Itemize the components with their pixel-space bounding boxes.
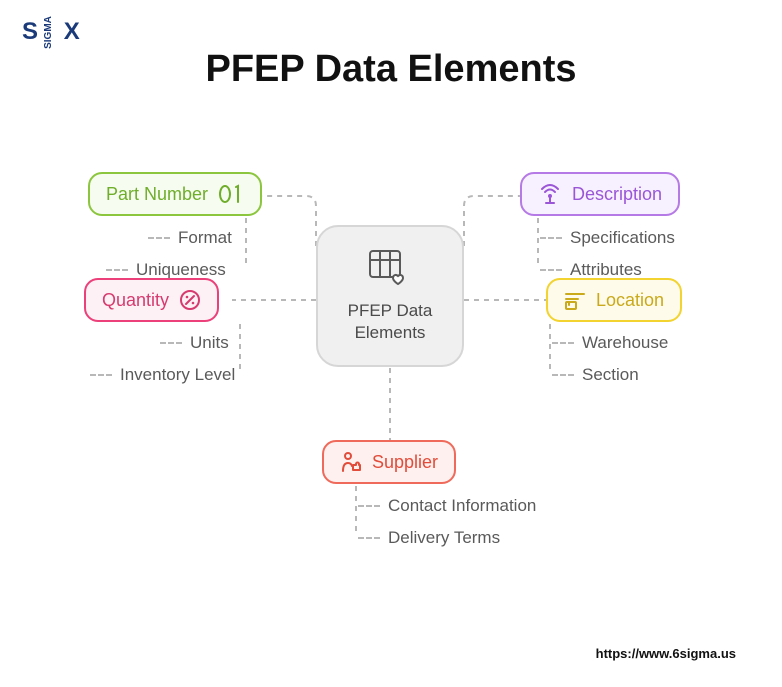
- sub-quantity-0: Units: [160, 333, 229, 353]
- logo-sigma: SIGMA: [43, 16, 54, 49]
- person-puzzle-icon: [340, 451, 362, 473]
- connector-supplier: [380, 366, 400, 442]
- sub-label: Units: [190, 333, 229, 353]
- logo-s: S: [22, 18, 37, 45]
- sub-description-1: Attributes: [540, 260, 642, 280]
- sub-location-0: Warehouse: [552, 333, 668, 353]
- sub-label: Warehouse: [582, 333, 668, 353]
- central-node: PFEP Data Elements: [316, 225, 464, 367]
- node-label: Description: [572, 184, 662, 205]
- node-label: Quantity: [102, 290, 169, 311]
- percent-circle-icon: [179, 289, 201, 311]
- node-supplier: Supplier: [322, 440, 456, 484]
- sub-connector-part-number: [236, 216, 256, 276]
- sub-supplier-0: Contact Information: [358, 496, 536, 516]
- sub-part-number-1: Uniqueness: [106, 260, 226, 280]
- node-label: Part Number: [106, 184, 208, 205]
- logo-x: X: [64, 18, 79, 45]
- sub-label: Section: [582, 365, 639, 385]
- sub-label: Delivery Terms: [388, 528, 500, 548]
- sub-location-1: Section: [552, 365, 639, 385]
- satellite-icon: [538, 183, 562, 205]
- central-label: PFEP Data Elements: [326, 300, 454, 343]
- node-label: Location: [596, 290, 664, 311]
- dash-stub: [160, 342, 182, 344]
- table-heart-icon: [368, 249, 412, 294]
- node-part-number: Part Number: [88, 172, 262, 216]
- number-01-icon: [218, 183, 244, 205]
- dash-stub: [358, 537, 380, 539]
- dash-stub: [90, 374, 112, 376]
- node-quantity: Quantity: [84, 278, 219, 322]
- sub-supplier-1: Delivery Terms: [358, 528, 500, 548]
- dash-stub: [106, 269, 128, 271]
- dash-stub: [540, 269, 562, 271]
- dash-stub: [552, 342, 574, 344]
- connector-quantity: [230, 290, 318, 310]
- node-location: Location: [546, 278, 682, 322]
- sub-description-0: Specifications: [540, 228, 675, 248]
- sub-label: Uniqueness: [136, 260, 226, 280]
- connector-location: [462, 290, 550, 310]
- warehouse-icon: [564, 289, 586, 311]
- connector-part-number: [258, 188, 318, 248]
- sub-part-number-0: Format: [148, 228, 232, 248]
- page-title: PFEP Data Elements: [0, 48, 782, 91]
- dash-stub: [148, 237, 170, 239]
- node-description: Description: [520, 172, 680, 216]
- sub-label: Inventory Level: [120, 365, 235, 385]
- dash-stub: [540, 237, 562, 239]
- sub-label: Attributes: [570, 260, 642, 280]
- sub-label: Specifications: [570, 228, 675, 248]
- sub-quantity-1: Inventory Level: [90, 365, 235, 385]
- sub-label: Contact Information: [388, 496, 536, 516]
- dash-stub: [358, 505, 380, 507]
- connector-description: [462, 188, 524, 248]
- logo: S SIGMA X: [22, 18, 79, 46]
- sub-label: Format: [178, 228, 232, 248]
- footer-url: https://www.6sigma.us: [596, 646, 736, 661]
- node-label: Supplier: [372, 452, 438, 473]
- dash-stub: [552, 374, 574, 376]
